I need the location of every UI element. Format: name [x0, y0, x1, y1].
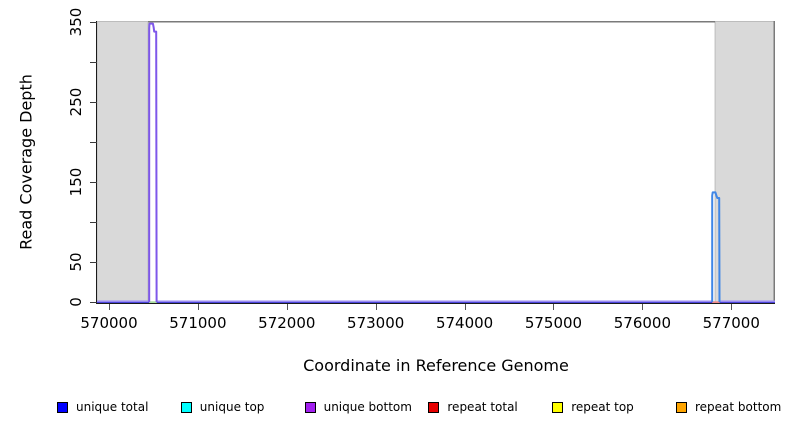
x-tick [731, 304, 733, 310]
legend-label: repeat top [571, 400, 634, 414]
y-tick-label: 150 [67, 167, 85, 197]
x-tick-label: 571000 [169, 314, 227, 332]
x-tick [197, 304, 199, 310]
legend-label: unique total [76, 400, 149, 414]
y-tick [90, 301, 97, 303]
x-tick [286, 304, 288, 310]
legend-swatch-icon [304, 401, 316, 413]
y-tick [90, 21, 97, 23]
x-tick-label: 573000 [347, 314, 405, 332]
x-tick-label: 576000 [613, 314, 671, 332]
legend-swatch-icon [676, 401, 687, 413]
x-axis-line [96, 303, 775, 304]
legend-item-unique-bottom: unique bottom [304, 398, 412, 416]
y-tick [90, 221, 97, 223]
plot-area [97, 21, 775, 303]
legend-label: repeat total [447, 400, 518, 414]
y-tick [90, 261, 97, 263]
unique-top-peak [711, 191, 721, 303]
x-tick [109, 304, 110, 310]
y-axis-title: Read Coverage Depth [16, 74, 36, 250]
y-tick [90, 61, 97, 63]
x-tick [553, 304, 555, 310]
masked-region-right [714, 21, 775, 303]
legend-item-repeat-bottom: repeat bottom [676, 398, 781, 416]
y-tick [90, 101, 97, 103]
x-tick [464, 304, 466, 310]
y-tick [90, 141, 97, 143]
x-tick [375, 304, 377, 310]
legend-swatch-icon [180, 401, 192, 413]
x-tick-label: 574000 [435, 314, 494, 332]
legend-swatch-icon [428, 401, 440, 413]
unique-bottom-peak [148, 22, 158, 303]
x-tick-label: 572000 [258, 314, 316, 332]
legend-item-unique-top: unique top [180, 398, 265, 416]
masked-region-left [97, 21, 149, 303]
legend: unique total unique top unique bottom repea… [0, 398, 792, 422]
x-axis-title: Coordinate in Reference Genome [303, 356, 569, 375]
legend-item-repeat-total: repeat total [428, 398, 518, 416]
y-tick-label: 0 [67, 297, 85, 307]
x-tick [642, 304, 644, 310]
legend-label: repeat bottom [695, 400, 782, 414]
x-tick-label: 575000 [524, 314, 583, 332]
y-tick [90, 181, 97, 183]
x-tick-label: 577000 [702, 314, 760, 332]
legend-swatch-icon [552, 401, 564, 413]
coverage-lines-canvas [97, 21, 775, 303]
x-tick-label: 570000 [80, 314, 138, 332]
legend-label: unique top [199, 400, 265, 414]
legend-swatch-icon [57, 401, 68, 413]
legend-label: unique bottom [323, 400, 412, 414]
y-tick-label: 350 [67, 7, 85, 37]
y-tick-label: 250 [67, 87, 85, 117]
legend-item-repeat-top: repeat top [552, 398, 634, 416]
legend-item-unique-total: unique total [57, 398, 148, 416]
y-tick-label: 50 [67, 252, 85, 272]
